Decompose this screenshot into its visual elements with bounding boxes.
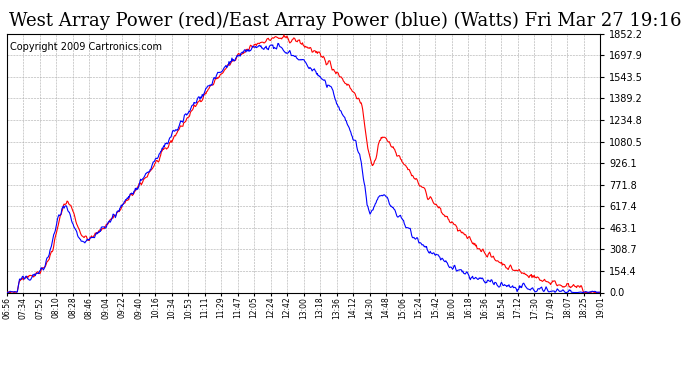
Text: West Array Power (red)/East Array Power (blue) (Watts) Fri Mar 27 19:16: West Array Power (red)/East Array Power … (9, 11, 681, 30)
Text: Copyright 2009 Cartronics.com: Copyright 2009 Cartronics.com (10, 42, 162, 51)
